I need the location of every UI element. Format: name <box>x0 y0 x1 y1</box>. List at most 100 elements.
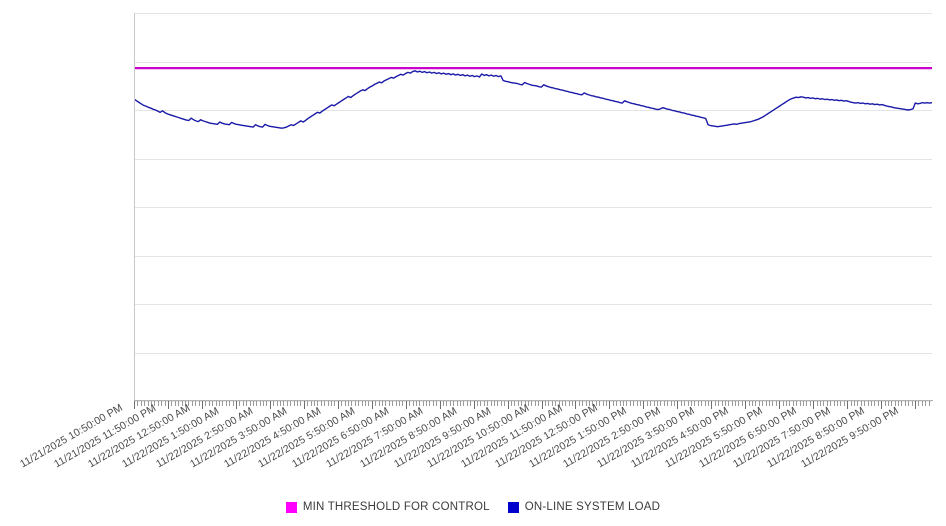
x-tick-minor <box>928 401 930 406</box>
x-tick-minor <box>823 401 825 406</box>
x-tick-minor <box>412 401 414 406</box>
x-tick-major <box>677 401 679 409</box>
x-tick-major <box>541 401 543 409</box>
x-tick-minor <box>619 401 621 406</box>
x-tick-minor <box>449 401 451 406</box>
x-tick-minor <box>650 401 652 406</box>
x-tick-minor <box>860 401 862 406</box>
x-tick-minor <box>378 401 380 406</box>
x-tick-minor <box>857 401 859 406</box>
x-axis-tick-labels: 11/21/2025 10:50:00 PM 11/21/2025 11:50:0… <box>0 402 946 489</box>
x-tick-minor <box>344 401 346 406</box>
gridline <box>134 304 932 305</box>
x-tick-minor <box>701 401 703 406</box>
x-tick-minor <box>174 401 176 406</box>
gridline <box>134 110 932 111</box>
x-tick-minor <box>310 401 312 406</box>
x-tick-major <box>507 401 509 409</box>
x-tick-minor <box>195 401 197 406</box>
x-tick-major <box>575 401 577 409</box>
legend-entry-min-threshold-for-control[interactable]: MIN THRESHOLD FOR CONTROL <box>285 501 490 513</box>
x-tick-major <box>609 401 611 409</box>
x-tick-minor <box>514 401 516 406</box>
x-tick-minor <box>843 401 845 406</box>
x-tick-minor <box>741 401 743 406</box>
x-tick-minor <box>524 401 526 406</box>
x-tick-minor <box>466 401 468 406</box>
x-tick-minor <box>629 401 631 406</box>
x-tick-minor <box>480 401 482 406</box>
x-tick-minor <box>694 401 696 406</box>
x-tick-minor <box>314 401 315 406</box>
x-tick-major <box>711 401 713 409</box>
x-tick-minor <box>565 401 567 406</box>
x-tick-minor <box>300 401 302 406</box>
x-tick-minor <box>904 401 906 406</box>
x-tick-minor <box>161 401 163 406</box>
x-tick-minor <box>222 401 224 406</box>
x-tick-minor <box>901 401 903 406</box>
chart-legend: MIN THRESHOLD FOR CONTROL ON-LINE SYSTEM… <box>0 497 946 517</box>
x-tick-minor <box>921 401 923 406</box>
x-tick-minor <box>633 401 635 406</box>
x-tick-minor <box>898 401 899 406</box>
x-tick-minor <box>840 401 842 406</box>
x-tick-minor <box>460 401 461 406</box>
x-tick-minor <box>436 401 438 406</box>
x-tick-minor <box>358 401 360 406</box>
x-tick-minor <box>137 401 139 406</box>
x-tick-minor <box>870 401 872 406</box>
x-axis-line <box>134 400 933 401</box>
x-tick-minor <box>684 401 686 406</box>
gridline <box>134 13 932 14</box>
x-tick-minor <box>704 401 706 406</box>
x-tick-minor <box>527 401 529 406</box>
x-tick-minor <box>568 401 570 406</box>
x-tick-minor <box>388 401 390 406</box>
legend-label-min-threshold-for-control: MIN THRESHOLD FOR CONTROL <box>302 501 490 513</box>
x-tick-major <box>371 401 373 409</box>
x-tick-minor <box>426 401 427 406</box>
x-tick-minor <box>544 401 546 406</box>
x-tick-minor <box>286 401 288 406</box>
x-tick-major <box>303 401 305 409</box>
x-tick-minor <box>646 401 648 406</box>
x-tick-minor <box>317 401 319 406</box>
series-line-on-line-system-load <box>134 70 932 129</box>
legend-entry-on-line-system-load[interactable]: ON-LINE SYSTEM LOAD <box>507 501 660 513</box>
x-tick-minor <box>212 401 214 406</box>
x-tick-major <box>813 401 815 409</box>
x-tick-minor <box>680 401 682 406</box>
x-tick-minor <box>595 401 597 406</box>
x-tick-minor <box>830 401 832 406</box>
x-tick-minor <box>724 401 726 406</box>
x-tick-minor <box>497 401 499 406</box>
x-tick-minor <box>762 401 764 406</box>
x-tick-minor <box>205 401 207 406</box>
x-tick-major <box>745 401 747 409</box>
x-tick-minor <box>551 401 553 406</box>
x-tick-minor <box>493 401 495 406</box>
x-tick-minor <box>687 401 689 406</box>
x-tick-minor <box>347 401 349 406</box>
x-tick-minor <box>612 401 614 406</box>
x-tick-minor <box>728 401 730 406</box>
x-tick-minor <box>144 401 146 406</box>
x-tick-minor <box>816 401 818 406</box>
x-tick-minor <box>735 401 736 406</box>
x-tick-major <box>473 401 475 409</box>
legend-swatch-blue <box>507 501 519 513</box>
x-tick-minor <box>548 401 550 406</box>
x-tick-major <box>269 401 271 409</box>
legend-swatch-magenta <box>285 501 297 513</box>
x-tick-minor <box>925 401 927 406</box>
x-tick-minor <box>229 401 231 406</box>
x-tick-minor <box>283 401 285 406</box>
x-tick-minor <box>755 401 757 406</box>
x-tick-minor <box>463 401 465 406</box>
x-tick-minor <box>891 401 893 406</box>
series-canvas <box>134 66 932 129</box>
x-tick-minor <box>819 401 821 406</box>
x-tick-minor <box>297 401 298 406</box>
